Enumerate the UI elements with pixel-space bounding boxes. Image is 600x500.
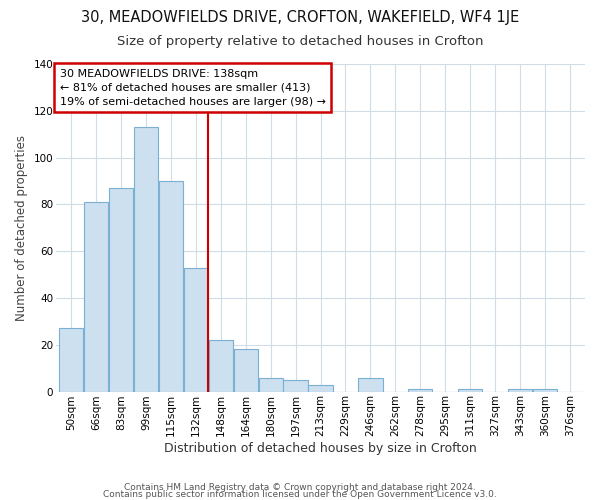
Bar [134, 127, 158, 392]
X-axis label: Distribution of detached houses by size in Crofton: Distribution of detached houses by size … [164, 442, 477, 455]
Bar [233, 350, 258, 392]
Bar [109, 188, 133, 392]
Bar [59, 328, 83, 392]
Bar [308, 384, 332, 392]
Bar [209, 340, 233, 392]
Text: 30, MEADOWFIELDS DRIVE, CROFTON, WAKEFIELD, WF4 1JE: 30, MEADOWFIELDS DRIVE, CROFTON, WAKEFIE… [81, 10, 519, 25]
Bar [533, 389, 557, 392]
Text: Contains public sector information licensed under the Open Government Licence v3: Contains public sector information licen… [103, 490, 497, 499]
Bar [84, 202, 108, 392]
Bar [159, 181, 183, 392]
Bar [358, 378, 383, 392]
Text: Size of property relative to detached houses in Crofton: Size of property relative to detached ho… [117, 35, 483, 48]
Bar [259, 378, 283, 392]
Text: Contains HM Land Registry data © Crown copyright and database right 2024.: Contains HM Land Registry data © Crown c… [124, 484, 476, 492]
Bar [508, 389, 532, 392]
Y-axis label: Number of detached properties: Number of detached properties [15, 135, 28, 321]
Bar [458, 389, 482, 392]
Bar [283, 380, 308, 392]
Bar [184, 268, 208, 392]
Text: 30 MEADOWFIELDS DRIVE: 138sqm
← 81% of detached houses are smaller (413)
19% of : 30 MEADOWFIELDS DRIVE: 138sqm ← 81% of d… [60, 68, 326, 106]
Bar [408, 389, 433, 392]
